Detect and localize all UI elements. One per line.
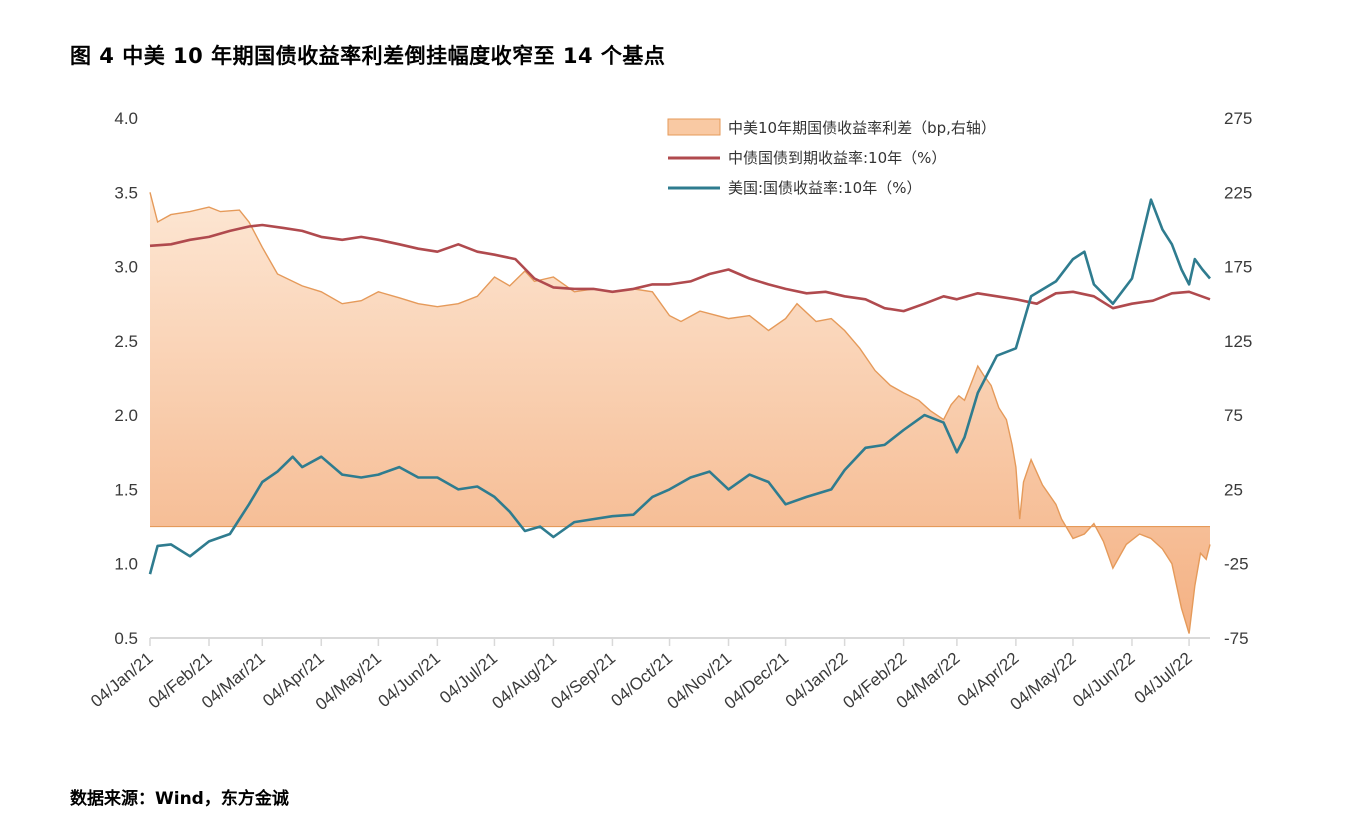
legend-swatch-spread bbox=[667, 118, 721, 136]
figure-title: 图 4 中美 10 年期国债收益率利差倒挂幅度收窄至 14 个基点 bbox=[70, 44, 666, 68]
legend-label-us: 美国:国债收益率:10年（%） bbox=[728, 179, 921, 197]
right-tick-label: 125 bbox=[1224, 332, 1252, 351]
right-tick-label: -25 bbox=[1224, 555, 1249, 574]
x-tick-label: 04/Jun/21 bbox=[375, 649, 444, 712]
x-tick-label: 04/Jun/22 bbox=[1069, 649, 1138, 712]
spread-area-layer bbox=[149, 192, 1211, 634]
left-tick-label: 1.5 bbox=[114, 480, 138, 499]
left-tick-label: 0.5 bbox=[114, 629, 138, 648]
x-tick-label: 04/Sep/21 bbox=[547, 649, 619, 713]
x-tick-label: 04/Dec/21 bbox=[721, 649, 793, 713]
right-tick-label: 25 bbox=[1224, 480, 1243, 499]
spread-area bbox=[150, 192, 1210, 634]
left-tick-label: 2.0 bbox=[114, 406, 138, 425]
right-tick-label: 225 bbox=[1224, 183, 1252, 202]
right-tick-label: 75 bbox=[1224, 406, 1243, 425]
legend-label-spread: 中美10年期国债收益率利差（bp,右轴） bbox=[728, 119, 996, 137]
x-tick-label: 04/Jan/21 bbox=[87, 649, 156, 712]
x-tick-label: 04/Jan/22 bbox=[782, 649, 851, 712]
legend-label-cn: 中债国债到期收益率:10年（%） bbox=[728, 149, 946, 167]
legend: 中美10年期国债收益率利差（bp,右轴） 中债国债到期收益率:10年（%） 美国:国… bbox=[667, 118, 996, 197]
left-tick-label: 4.0 bbox=[114, 109, 138, 128]
x-axis-ticks: 04/Jan/2104/Feb/2104/Mar/2104/Apr/2104/M… bbox=[87, 638, 1196, 714]
x-tick-label: 04/Jul/22 bbox=[1131, 649, 1196, 708]
left-tick-label: 3.5 bbox=[114, 183, 138, 202]
right-tick-label: 275 bbox=[1224, 109, 1252, 128]
left-tick-label: 3.0 bbox=[114, 258, 138, 277]
right-tick-label: 175 bbox=[1224, 258, 1252, 277]
left-tick-label: 1.0 bbox=[114, 555, 138, 574]
left-tick-label: 2.5 bbox=[114, 332, 138, 351]
x-tick-label: 04/Aug/21 bbox=[488, 649, 560, 713]
cn-yield-line bbox=[149, 223, 1211, 313]
left-axis-ticks: 4.0 3.5 3.0 2.5 2.0 1.5 1.0 0.5 bbox=[114, 109, 138, 648]
line-layer bbox=[148, 198, 1211, 575]
source-note: 数据来源：Wind，东方金诚 bbox=[70, 789, 289, 809]
right-tick-label: -75 bbox=[1224, 629, 1249, 648]
us-yield-line bbox=[148, 198, 1211, 575]
right-axis-ticks: 275 225 175 125 75 25 -25 -75 bbox=[1224, 109, 1252, 648]
